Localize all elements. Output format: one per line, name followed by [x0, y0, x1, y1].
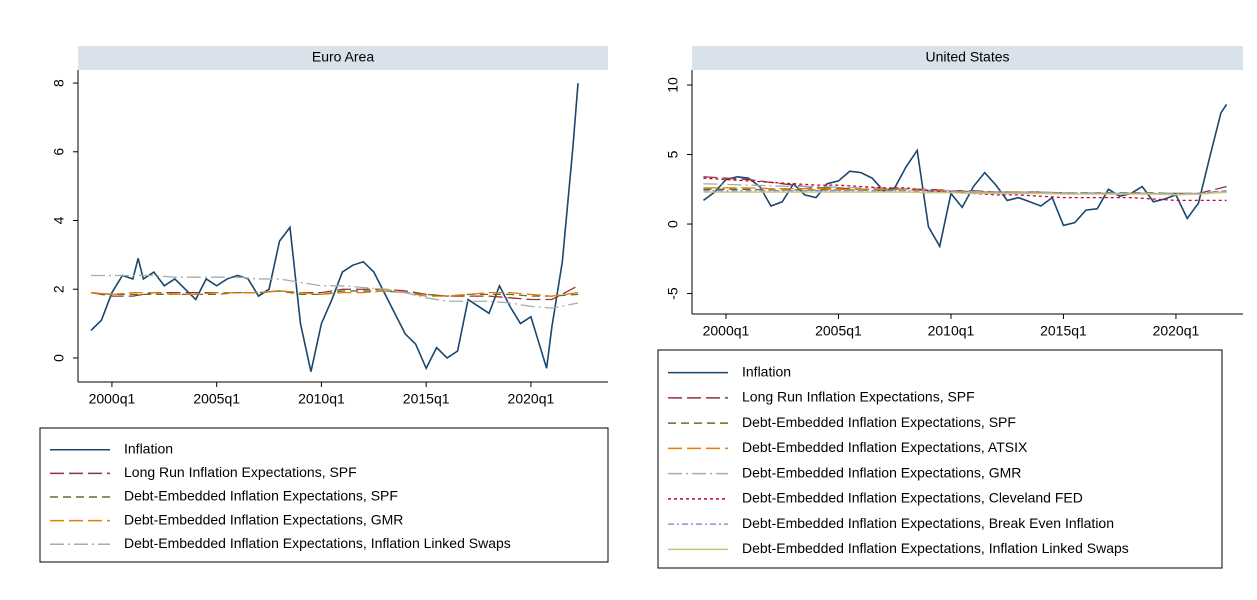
legend-label: Debt-Embedded Inflation Expectations, SP… — [124, 488, 398, 504]
x-tick-label: 2005q1 — [815, 323, 862, 339]
series-line — [90, 274, 579, 309]
y-tick-label: 5 — [665, 150, 681, 158]
x-tick-label: 2020q1 — [508, 391, 555, 407]
y-tick-label: 0 — [665, 220, 681, 228]
y-tick-label: 6 — [51, 148, 67, 156]
series-line — [702, 104, 1228, 249]
x-tick-label: 2010q1 — [298, 391, 345, 407]
legend-label: Inflation — [124, 441, 173, 457]
x-tick-label: 2010q1 — [928, 323, 975, 339]
series-line — [90, 290, 579, 297]
legend-label: Debt-Embedded Inflation Expectations, GM… — [124, 511, 403, 527]
legend-label: Debt-Embedded Inflation Expectations, In… — [742, 540, 1129, 556]
y-tick-label: -5 — [665, 287, 681, 300]
x-tick-label: 2000q1 — [703, 323, 750, 339]
legend-label: Debt-Embedded Inflation Expectations, GM… — [742, 464, 1021, 480]
legend-label: Debt-Embedded Inflation Expectations, AT… — [742, 439, 1028, 455]
y-tick-label: 10 — [665, 77, 681, 93]
y-tick-label: 4 — [51, 216, 67, 224]
panel-title: Euro Area — [312, 49, 374, 65]
legend-label: Debt-Embedded Inflation Expectations, Br… — [742, 515, 1114, 531]
y-tick-label: 0 — [51, 354, 67, 362]
panel-title: United States — [925, 49, 1009, 65]
legend-label: Long Run Inflation Expectations, SPF — [742, 389, 975, 405]
y-tick-label: 8 — [51, 79, 67, 87]
legend-label: Debt-Embedded Inflation Expectations, SP… — [742, 414, 1016, 430]
series-line — [703, 190, 1227, 196]
title-band — [78, 46, 608, 70]
legend-label: Long Run Inflation Expectations, SPF — [124, 464, 357, 480]
legend-box — [657, 349, 1223, 569]
legend-label: Debt-Embedded Inflation Expectations, Cl… — [742, 490, 1083, 506]
title-band — [692, 46, 1243, 70]
x-tick-label: 2005q1 — [193, 391, 240, 407]
legend-box — [39, 427, 609, 563]
series-line — [90, 285, 579, 301]
legend-label: Debt-Embedded Inflation Expectations, In… — [124, 535, 511, 551]
series-line — [703, 188, 1227, 195]
y-tick-label: 2 — [51, 285, 67, 293]
x-tick-label: 2000q1 — [89, 391, 136, 407]
series-line — [703, 191, 1227, 196]
x-tick-label: 2015q1 — [1040, 323, 1087, 339]
series-line — [703, 183, 1227, 195]
legend-label: Inflation — [742, 363, 791, 379]
x-tick-label: 2020q1 — [1153, 323, 1200, 339]
x-tick-label: 2015q1 — [403, 391, 450, 407]
series-line — [703, 187, 1227, 195]
